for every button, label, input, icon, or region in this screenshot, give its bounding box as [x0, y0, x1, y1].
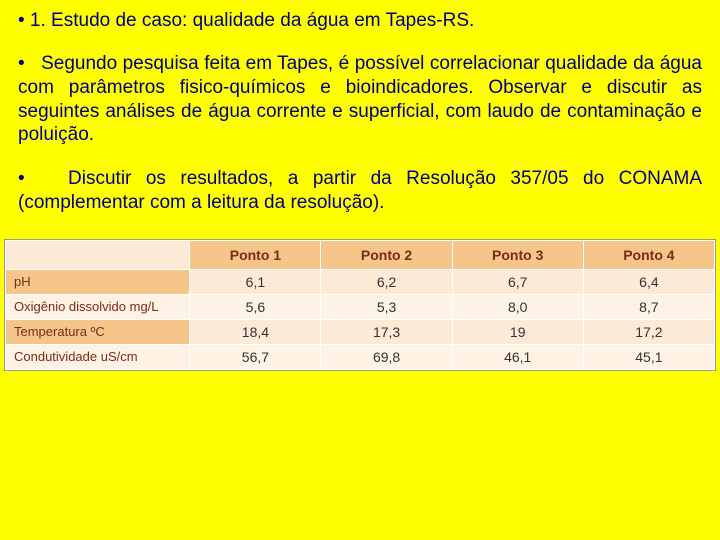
table-row: Temperatura ºC 18,4 17,3 19 17,2 [6, 319, 715, 344]
data-table-wrap: Ponto 1 Ponto 2 Ponto 3 Ponto 4 pH 6,1 6… [4, 239, 716, 371]
header-corner [6, 240, 190, 269]
cell: 6,2 [321, 269, 452, 294]
row-label: Temperatura ºC [6, 319, 190, 344]
table-body: pH 6,1 6,2 6,7 6,4 Oxigênio dissolvido m… [6, 269, 715, 369]
header-ponto1: Ponto 1 [190, 240, 321, 269]
paragraph-2: • Discutir os resultados, a partir da Re… [18, 167, 702, 215]
cell: 56,7 [190, 344, 321, 369]
cell: 6,4 [583, 269, 714, 294]
row-label: pH [6, 269, 190, 294]
row-label: Condutividade uS/cm [6, 344, 190, 369]
cell: 19 [452, 319, 583, 344]
header-row: Ponto 1 Ponto 2 Ponto 3 Ponto 4 [6, 240, 715, 269]
slide-content: • 1. Estudo de caso: qualidade da água e… [0, 0, 720, 215]
title-bullet: • 1. Estudo de caso: qualidade da água e… [18, 10, 702, 32]
table-head: Ponto 1 Ponto 2 Ponto 3 Ponto 4 [6, 240, 715, 269]
cell: 8,0 [452, 294, 583, 319]
cell: 17,2 [583, 319, 714, 344]
header-ponto3: Ponto 3 [452, 240, 583, 269]
cell: 18,4 [190, 319, 321, 344]
paragraph-1: • Segundo pesquisa feita em Tapes, é pos… [18, 52, 702, 147]
table-row: pH 6,1 6,2 6,7 6,4 [6, 269, 715, 294]
header-ponto2: Ponto 2 [321, 240, 452, 269]
cell: 69,8 [321, 344, 452, 369]
row-label: Oxigênio dissolvido mg/L [6, 294, 190, 319]
header-ponto4: Ponto 4 [583, 240, 714, 269]
cell: 5,3 [321, 294, 452, 319]
cell: 5,6 [190, 294, 321, 319]
cell: 8,7 [583, 294, 714, 319]
water-quality-table: Ponto 1 Ponto 2 Ponto 3 Ponto 4 pH 6,1 6… [5, 240, 715, 370]
table-row: Oxigênio dissolvido mg/L 5,6 5,3 8,0 8,7 [6, 294, 715, 319]
cell: 45,1 [583, 344, 714, 369]
cell: 6,1 [190, 269, 321, 294]
cell: 17,3 [321, 319, 452, 344]
cell: 6,7 [452, 269, 583, 294]
cell: 46,1 [452, 344, 583, 369]
table-row: Condutividade uS/cm 56,7 69,8 46,1 45,1 [6, 344, 715, 369]
